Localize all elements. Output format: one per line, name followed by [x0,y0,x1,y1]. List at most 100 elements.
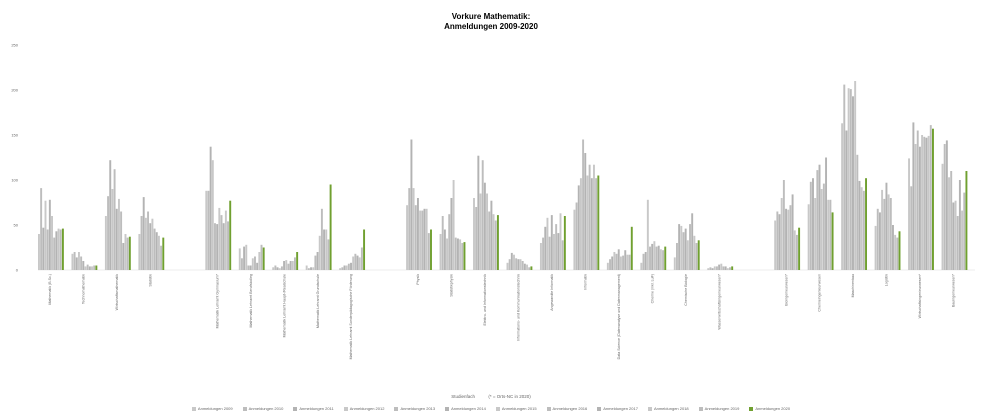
bar [149,223,152,270]
bar [606,262,609,270]
bar [593,164,595,270]
bar [356,255,359,270]
x-axis-title: Studienfach (* = Orts-NC in 2020) [0,394,982,399]
bar [320,208,323,270]
bar [224,210,227,270]
x-tick-label: Chemieingenieurwesen [818,274,822,312]
bar [508,259,511,270]
bar [510,252,513,270]
y-tick-label: 150 [11,133,18,138]
x-tick-label: Mathematik Lehramt Haupt-/Realschule [282,274,286,337]
legend-swatch [293,406,298,411]
legend-label: Anmeldungen 2012 [349,406,385,411]
bar [649,246,651,270]
bar [655,246,658,270]
bar [477,155,480,270]
y-tick-label: 50 [14,223,19,228]
bar [488,211,491,270]
bar [46,229,49,270]
bar [117,198,120,270]
bar [358,257,361,270]
bar [339,268,342,270]
x-tick-label: Statistikphysik [450,274,454,297]
bar [88,266,91,270]
bar [155,232,158,270]
bar [423,208,426,270]
bar [662,250,665,270]
bar [406,205,409,270]
bar [653,241,656,270]
bar [963,192,966,270]
bar [814,198,817,270]
x-tick-label: Wasserwirtschaftsingenieurwesen* [717,273,721,329]
bar [276,267,279,270]
bar [360,247,363,270]
bar [885,182,888,270]
bar [642,253,645,270]
bar [274,265,277,270]
bar [789,205,792,270]
bar [586,175,589,270]
bar [307,268,310,270]
bar [812,178,814,270]
bar [847,88,850,270]
bar [157,235,160,270]
bar [611,256,614,270]
legend-swatch [394,406,399,411]
bar [229,200,232,270]
bar [780,198,783,270]
bar [597,175,600,270]
bar [561,240,564,270]
bar [289,261,292,270]
bar [693,235,696,270]
bar [956,216,959,270]
legend-swatch [495,406,500,411]
bar [162,237,165,270]
bar [463,242,466,270]
bar [546,217,549,270]
bar [827,199,830,270]
y-tick-label: 200 [11,88,18,93]
bar [443,229,446,270]
bar [521,261,524,270]
legend-swatch [191,406,196,411]
bar [630,226,633,270]
bar [75,257,78,270]
legend-label: Anmeldungen 2018 [653,406,689,411]
bar [856,154,859,270]
bar [312,267,315,270]
bar [691,213,694,270]
bar [278,268,281,270]
bar [126,237,129,270]
bar [731,266,734,270]
y-tick-label: 250 [11,43,18,48]
bar [678,224,681,270]
legend-item: Anmeldungen 2017 [597,406,638,411]
bar [459,239,462,270]
bar [513,254,515,270]
legend-swatch [242,406,247,411]
bar [38,234,40,270]
bar [450,198,453,270]
legend-label: Anmeldungen 2017 [603,406,638,411]
bar [852,96,854,270]
bar [883,198,886,270]
bar [354,253,357,270]
bar [59,229,62,270]
bar [416,198,419,270]
bar [829,199,832,270]
bar [588,164,591,270]
x-axis-note: (* = Orts-NC in 2020) [488,394,531,399]
bar [318,235,321,270]
bar [61,228,64,270]
bar [921,135,924,270]
legend-item: Anmeldungen 2009 [191,406,233,411]
x-tick-label: Mathematik Lehramt Berufskolleg [249,274,253,328]
bar [439,234,442,270]
chart-title-line1: Vorkure Mathematik: [451,12,531,21]
bar [615,253,618,270]
legend-swatch [597,406,602,411]
bar [894,234,897,270]
bar [795,234,798,270]
